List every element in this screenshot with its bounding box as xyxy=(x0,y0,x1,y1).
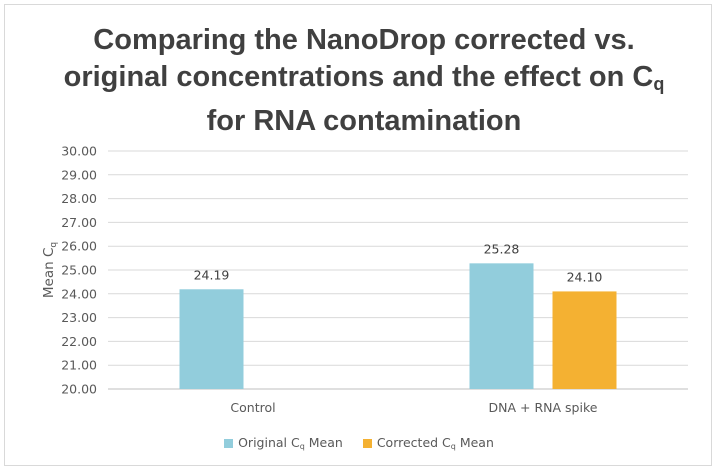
chart-title-main: Comparing the NanoDrop corrected vs. ori… xyxy=(63,24,654,93)
legend-swatch-original xyxy=(224,438,234,448)
legend-item-original: Original Cq Mean xyxy=(224,435,343,451)
bar xyxy=(552,291,617,389)
chart-title: Comparing the NanoDrop corrected vs. ori… xyxy=(60,22,668,140)
y-tick-label: 20.00 xyxy=(61,382,97,397)
chart-title-subscript: q xyxy=(653,74,665,94)
y-tick-label: 29.00 xyxy=(61,167,97,182)
legend-label-corrected: Corrected Cq Mean xyxy=(376,435,494,451)
y-tick-label: 24.00 xyxy=(61,286,97,301)
data-label: 24.10 xyxy=(567,269,603,284)
data-label: 24.19 xyxy=(194,267,230,282)
legend-item-corrected: Corrected Cq Mean xyxy=(362,435,494,451)
x-tick-label: Control xyxy=(230,400,275,415)
chart-title-tail: for RNA contamination xyxy=(206,105,522,137)
bar xyxy=(469,263,534,389)
y-tick-label: 25.00 xyxy=(61,263,97,278)
bar xyxy=(179,289,244,389)
chart-legend: Original Cq Mean Corrected Cq Mean xyxy=(0,435,718,451)
y-tick-label: 28.00 xyxy=(61,191,97,206)
y-tick-label: 26.00 xyxy=(61,239,97,254)
legend-swatch-corrected xyxy=(362,438,372,448)
legend-label-original: Original Cq Mean xyxy=(238,435,343,451)
x-tick-label: DNA + RNA spike xyxy=(489,400,598,415)
y-tick-label: 30.00 xyxy=(61,144,97,159)
y-tick-label: 22.00 xyxy=(61,334,97,349)
y-tick-label: 23.00 xyxy=(61,310,97,325)
y-tick-label: 21.00 xyxy=(61,358,97,373)
data-label: 25.28 xyxy=(484,241,520,256)
y-tick-label: 27.00 xyxy=(61,215,97,230)
y-axis-label: Mean Cq xyxy=(41,242,59,298)
